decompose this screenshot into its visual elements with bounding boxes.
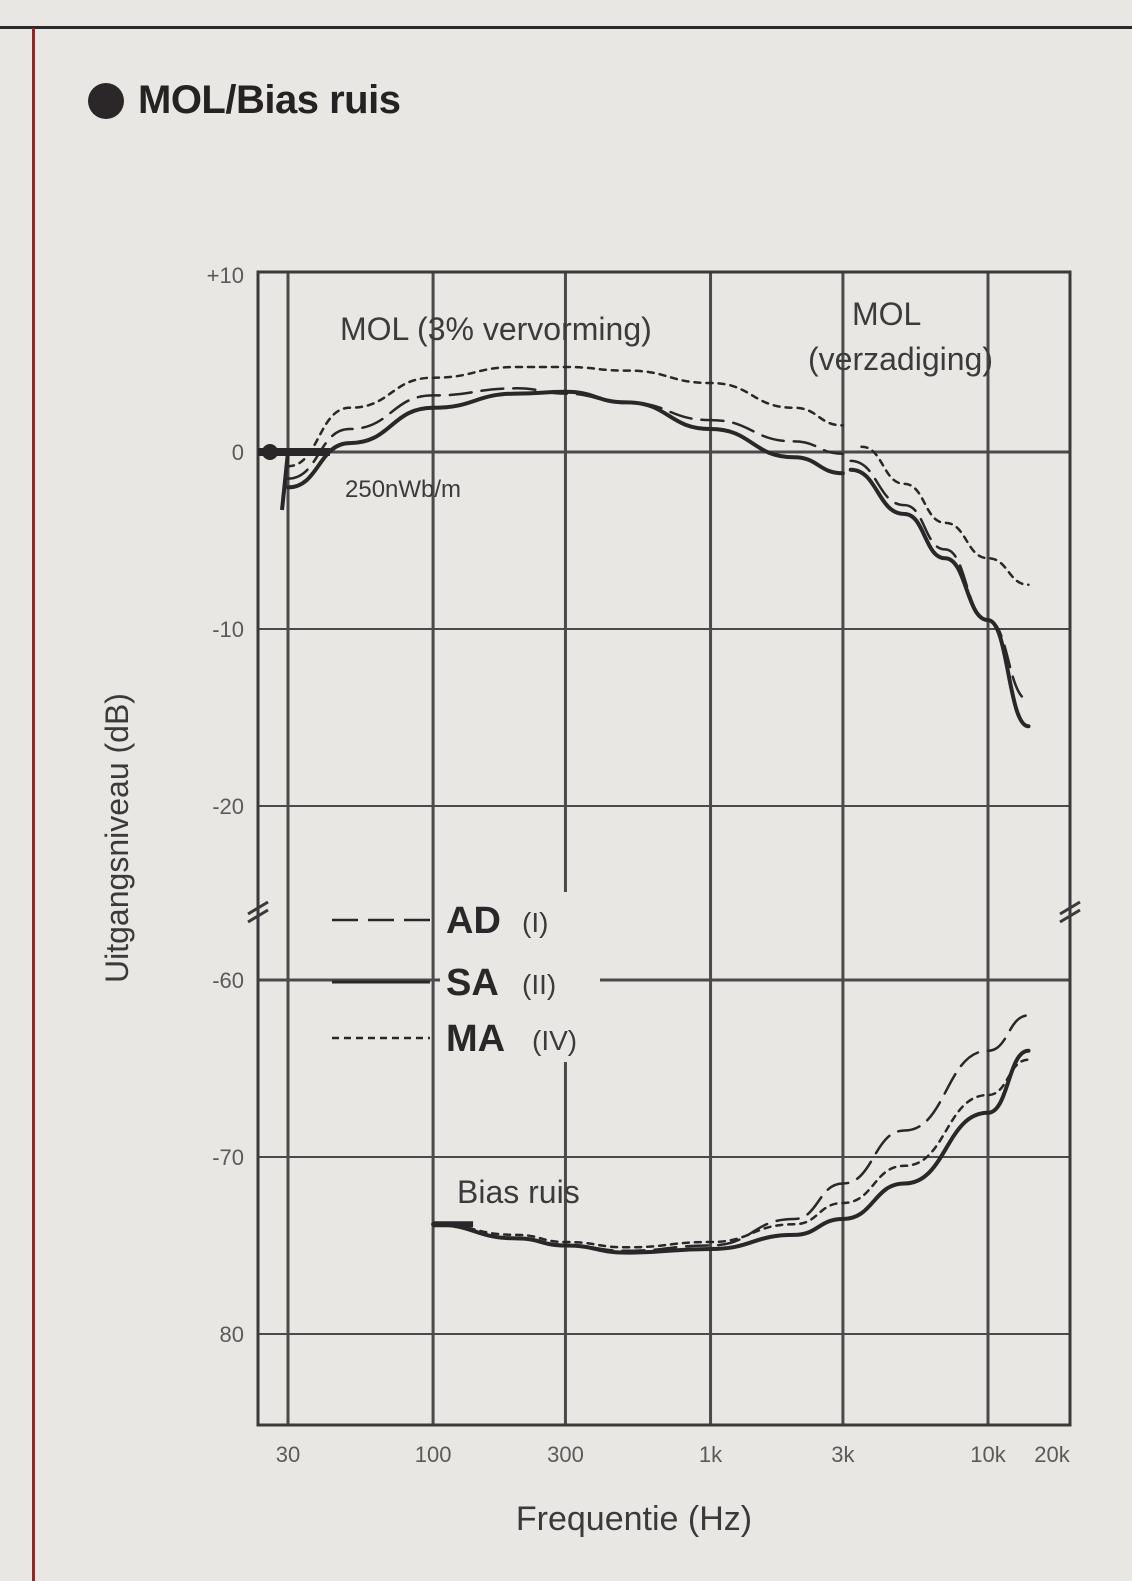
reference-drop [280,451,290,511]
y-tick-label: 0 [232,440,244,465]
legend-name: SA [446,962,499,1004]
annotation-mol: MOL [852,296,921,332]
annotation-reference-level: 250nWb/m [345,476,461,503]
y-tick-label: -70 [212,1145,244,1170]
series-line [848,467,1031,729]
axis-break-right [1059,900,1081,924]
chart-header: MOL/Bias ruis [88,78,401,123]
x-axis-label: Frequentie (Hz) [516,1500,752,1538]
annotation-mol-distortion: MOL (3% vervorming) [340,311,652,347]
x-tick-label: 30 [276,1442,300,1467]
legend-name: AD [446,900,501,942]
annotation-saturation: (verzadiging) [808,341,993,377]
x-tick-label: 3k [831,1442,855,1467]
reference-dot [262,444,278,460]
x-tick-label: 10k [970,1442,1006,1467]
legend-background [440,892,600,1062]
series-line [849,459,1030,702]
x-tick-label: 1k [699,1442,723,1467]
series-line [286,389,845,490]
x-tick-label: 100 [415,1442,452,1467]
bullet-icon [88,82,124,119]
series-line [860,445,1030,587]
y-tick-label: -10 [212,617,244,642]
axis-break-left [247,900,269,924]
chart-title: MOL/Bias ruis [138,78,401,122]
x-tick-label: 20k [1034,1442,1070,1467]
annotation-bias-noise: Bias ruis [457,1174,580,1210]
y-tick-label: +10 [207,263,244,288]
y-axis-label: Uitgangsniveau (dB) [99,693,135,983]
y-tick-label: 80 [220,1322,244,1347]
top-rule [0,26,1132,29]
legend-type: (II) [522,969,556,1000]
y-tick-label: -60 [212,968,244,993]
x-tick-label: 300 [547,1442,584,1467]
plot-frame [256,270,1072,1427]
legend-type: (IV) [532,1025,577,1056]
y-tick-label: -20 [212,794,244,819]
legend-type: (I) [522,907,548,938]
series-line [431,1058,1030,1249]
series-line [286,365,845,468]
series-line [431,1048,1031,1255]
left-margin-rule [32,28,35,1581]
legend-name: MA [446,1018,505,1060]
